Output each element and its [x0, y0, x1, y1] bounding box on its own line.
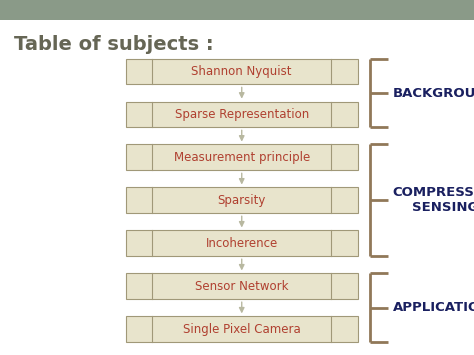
- Bar: [126, 187, 358, 213]
- Bar: [126, 59, 358, 84]
- Text: Shannon Nyquist: Shannon Nyquist: [191, 65, 292, 78]
- Bar: [0, 0, 474, 20]
- Text: COMPRESSIVE
SENSING: COMPRESSIVE SENSING: [392, 186, 474, 214]
- Bar: [126, 144, 358, 170]
- Text: Incoherence: Incoherence: [206, 237, 278, 250]
- Bar: [126, 273, 358, 299]
- Text: Table of subjects :: Table of subjects :: [14, 35, 214, 54]
- Text: Sparsity: Sparsity: [218, 194, 266, 207]
- Text: BACKGROUND: BACKGROUND: [392, 87, 474, 99]
- Bar: [126, 230, 358, 256]
- Text: Sensor Network: Sensor Network: [195, 280, 289, 293]
- Bar: [126, 102, 358, 127]
- Text: Measurement principle: Measurement principle: [173, 151, 310, 164]
- Text: Single Pixel Camera: Single Pixel Camera: [183, 323, 301, 336]
- Bar: [126, 316, 358, 342]
- Text: APPLICATIONS: APPLICATIONS: [392, 301, 474, 314]
- Text: Sparse Representation: Sparse Representation: [174, 108, 309, 121]
